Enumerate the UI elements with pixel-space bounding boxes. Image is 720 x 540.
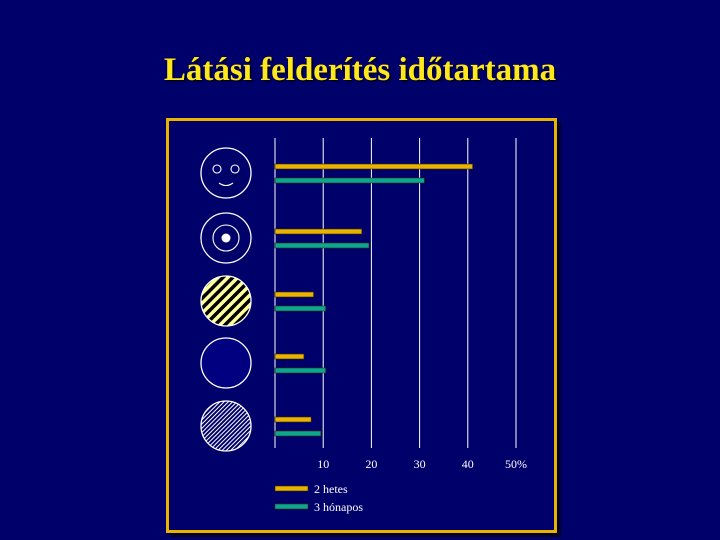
x-tick-label: 40	[462, 457, 474, 471]
x-tick-label: 30	[414, 457, 426, 471]
bar	[274, 367, 326, 374]
bar	[274, 291, 314, 298]
dark-circle-icon	[200, 337, 252, 389]
hatched-circle-icon	[200, 400, 252, 452]
x-tick-label: 20	[365, 457, 377, 471]
legend-label: 2 hetes	[314, 482, 348, 496]
bar	[274, 353, 305, 360]
x-tick-label: 50%	[505, 457, 527, 471]
legend-swatch	[274, 485, 309, 492]
bar	[274, 416, 312, 423]
bar	[274, 430, 322, 437]
bar	[274, 177, 425, 184]
bar	[274, 305, 326, 312]
legend-label: 3 hónapos	[314, 500, 363, 514]
legend-swatch	[274, 503, 309, 510]
target-circle-icon	[200, 212, 252, 264]
chart-frame: 10 20 30 40 50% 2 hetes 3 hónapos	[166, 118, 557, 533]
face-icon	[200, 147, 252, 199]
slide-title: Látási felderítés időtartama	[163, 52, 557, 88]
striped-circle-icon	[200, 275, 252, 327]
bar-chart: 10 20 30 40 50% 2 hetes 3 hónapos	[200, 138, 527, 514]
x-tick-label: 10	[317, 457, 329, 471]
bar	[274, 228, 363, 235]
bar	[274, 163, 473, 170]
bar	[274, 242, 370, 249]
